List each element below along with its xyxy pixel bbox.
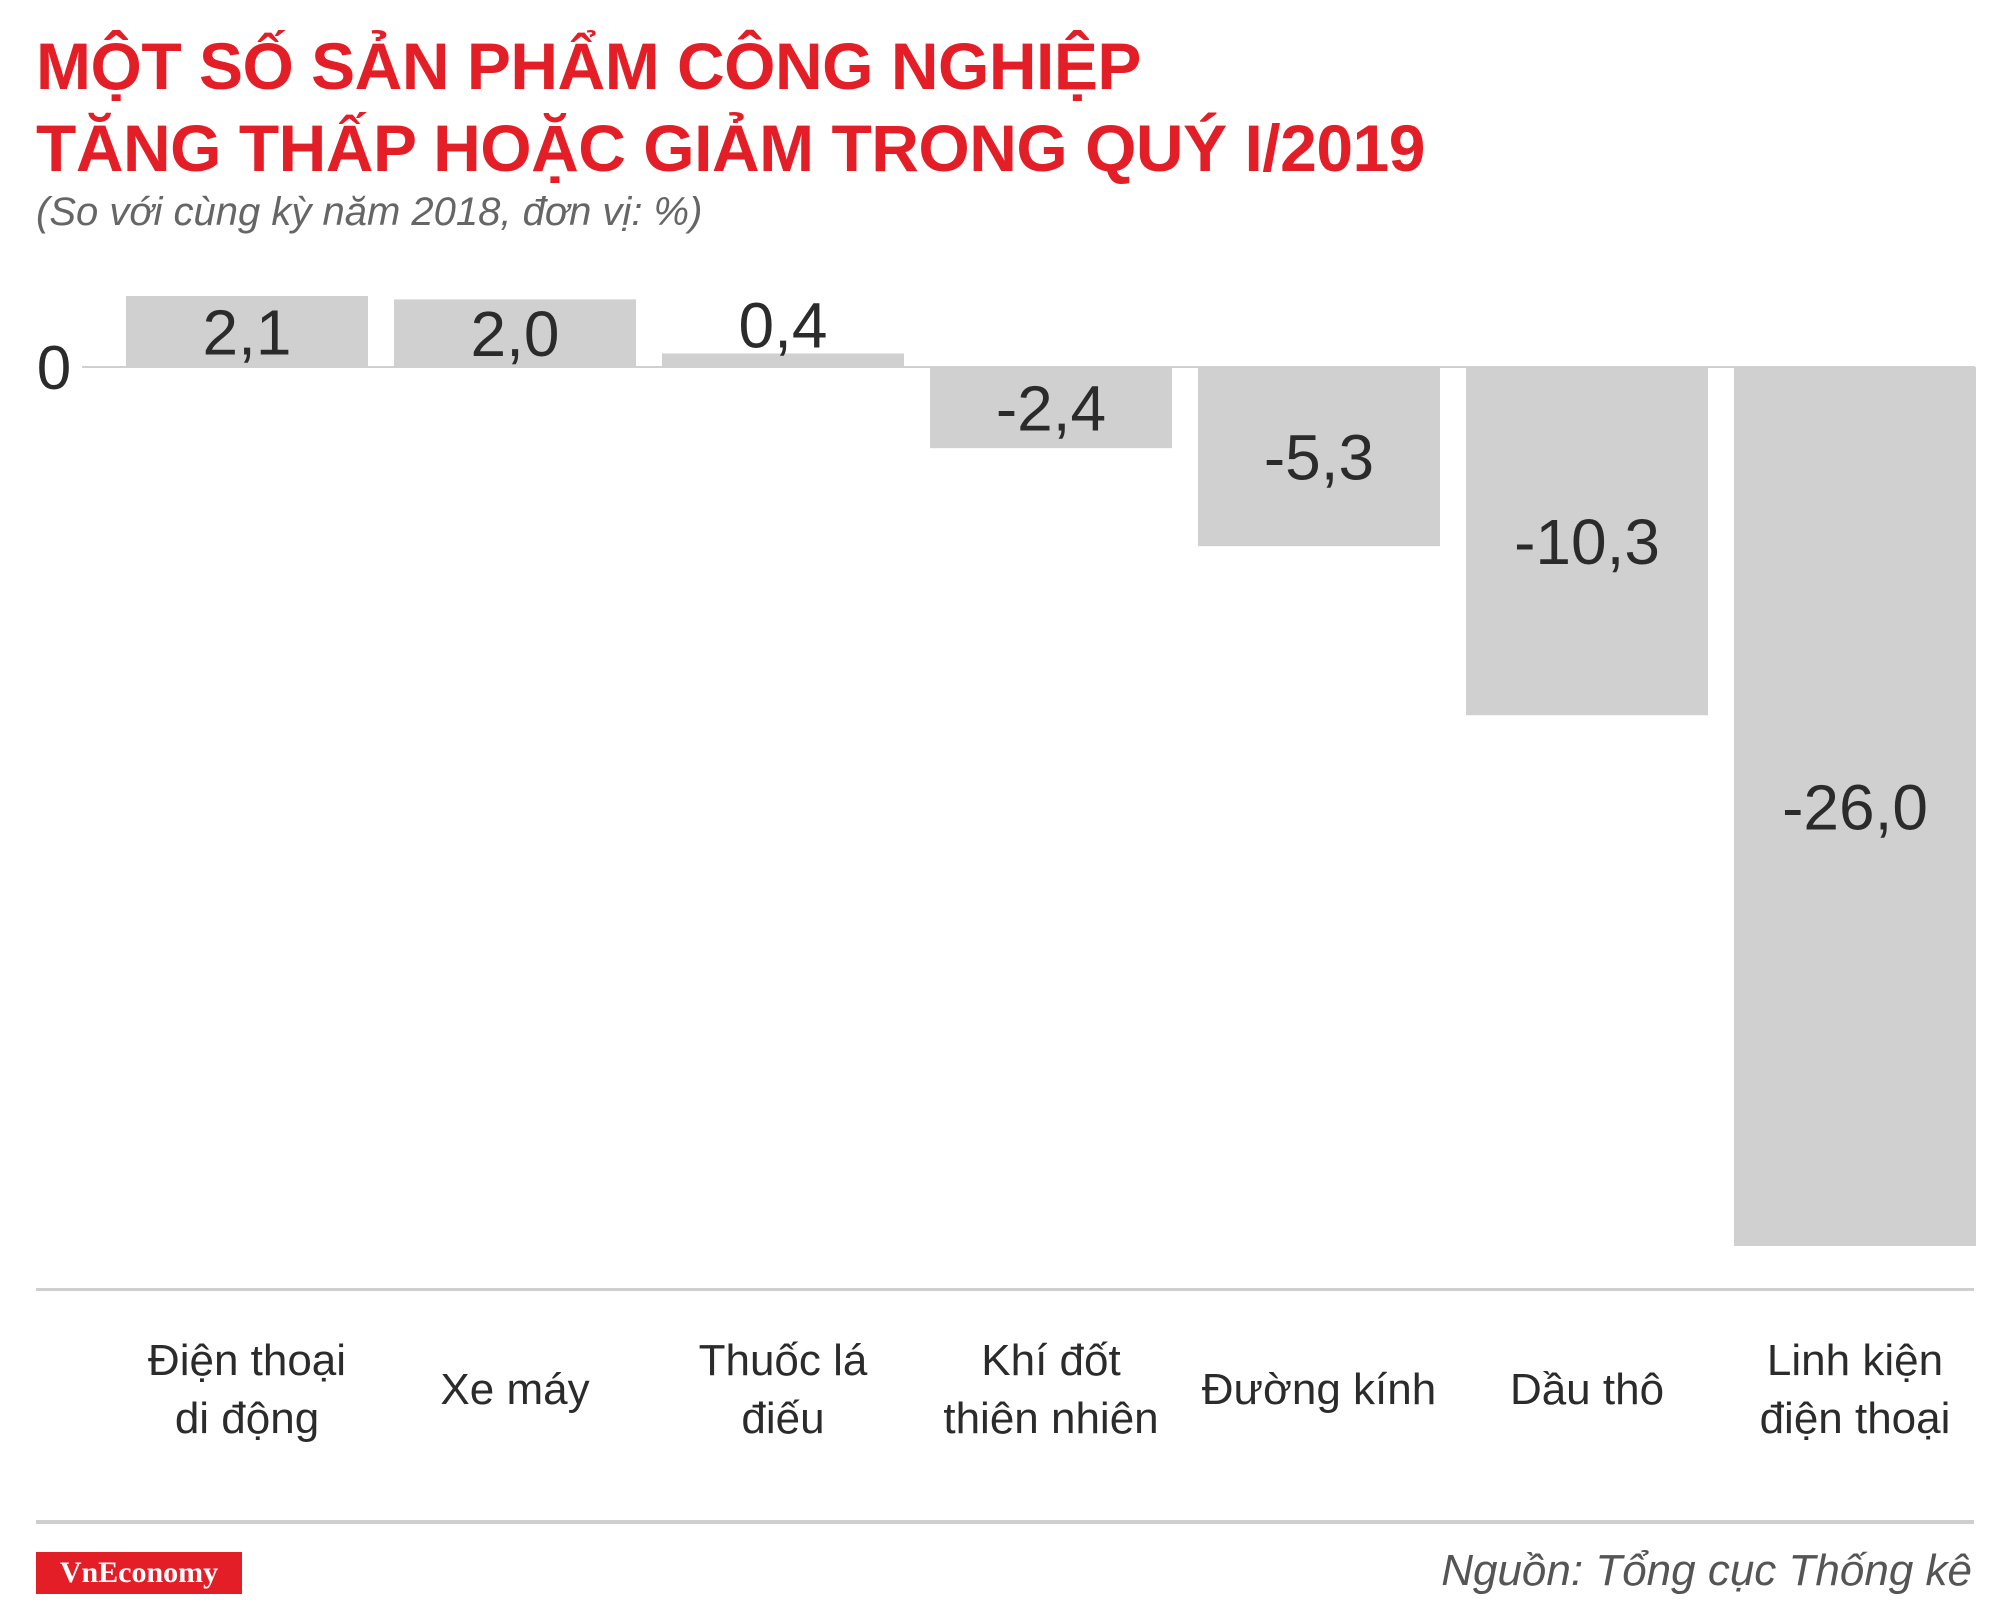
category-label-3: Khí đốt thiên nhiên [943,1336,1159,1443]
bar-4 [1198,367,1440,547]
value-label-0: 2,1 [203,297,292,369]
category-label-6: Linh kiện điện thoại [1759,1336,1951,1443]
source-note: Nguồn: Tổng cục Thống kê [1441,1546,1972,1595]
value-label-4: -5,3 [1264,422,1374,494]
category-label-1: Xe máy [440,1365,590,1414]
bar-6 [1734,367,1976,1246]
bar-5 [1466,367,1708,716]
category-label-0: Điện thoại di động [147,1336,347,1443]
value-label-6: -26,0 [1782,772,1928,844]
value-label-1: 2,0 [471,298,560,370]
value-label-3: -2,4 [996,373,1106,445]
bar-3 [930,367,1172,449]
value-label-5: -10,3 [1514,506,1660,578]
bar-chart: 0 2,1 2,0 0,4 -2,4 -5,3 -10,3 -26,0 [37,289,1976,1246]
bar-1 [394,299,636,367]
category-label-5: Dầu thô [1509,1365,1665,1414]
category-label-4: Đường kính [1201,1365,1437,1414]
chart-subtitle: (So với cùng kỳ năm 2018, đơn vị: %) [36,190,703,234]
chart-title-line-2: TĂNG THẤP HOẶC GIẢM TRONG QUÝ I/2019 [36,111,1425,185]
vneconomy-logo: VnEconomy [36,1552,242,1594]
bar-2 [662,353,904,367]
category-label-2: Thuốc lá điếu [698,1336,868,1443]
value-label-2: 0,4 [739,289,828,361]
bar-0 [126,296,368,367]
y-tick-label-0: 0 [37,334,71,403]
chart-title-line-1: MỘT SỐ SẢN PHẨM CÔNG NGHIỆP [36,29,1141,103]
axis-divider [36,1288,1974,1291]
footer-divider [36,1520,1974,1524]
